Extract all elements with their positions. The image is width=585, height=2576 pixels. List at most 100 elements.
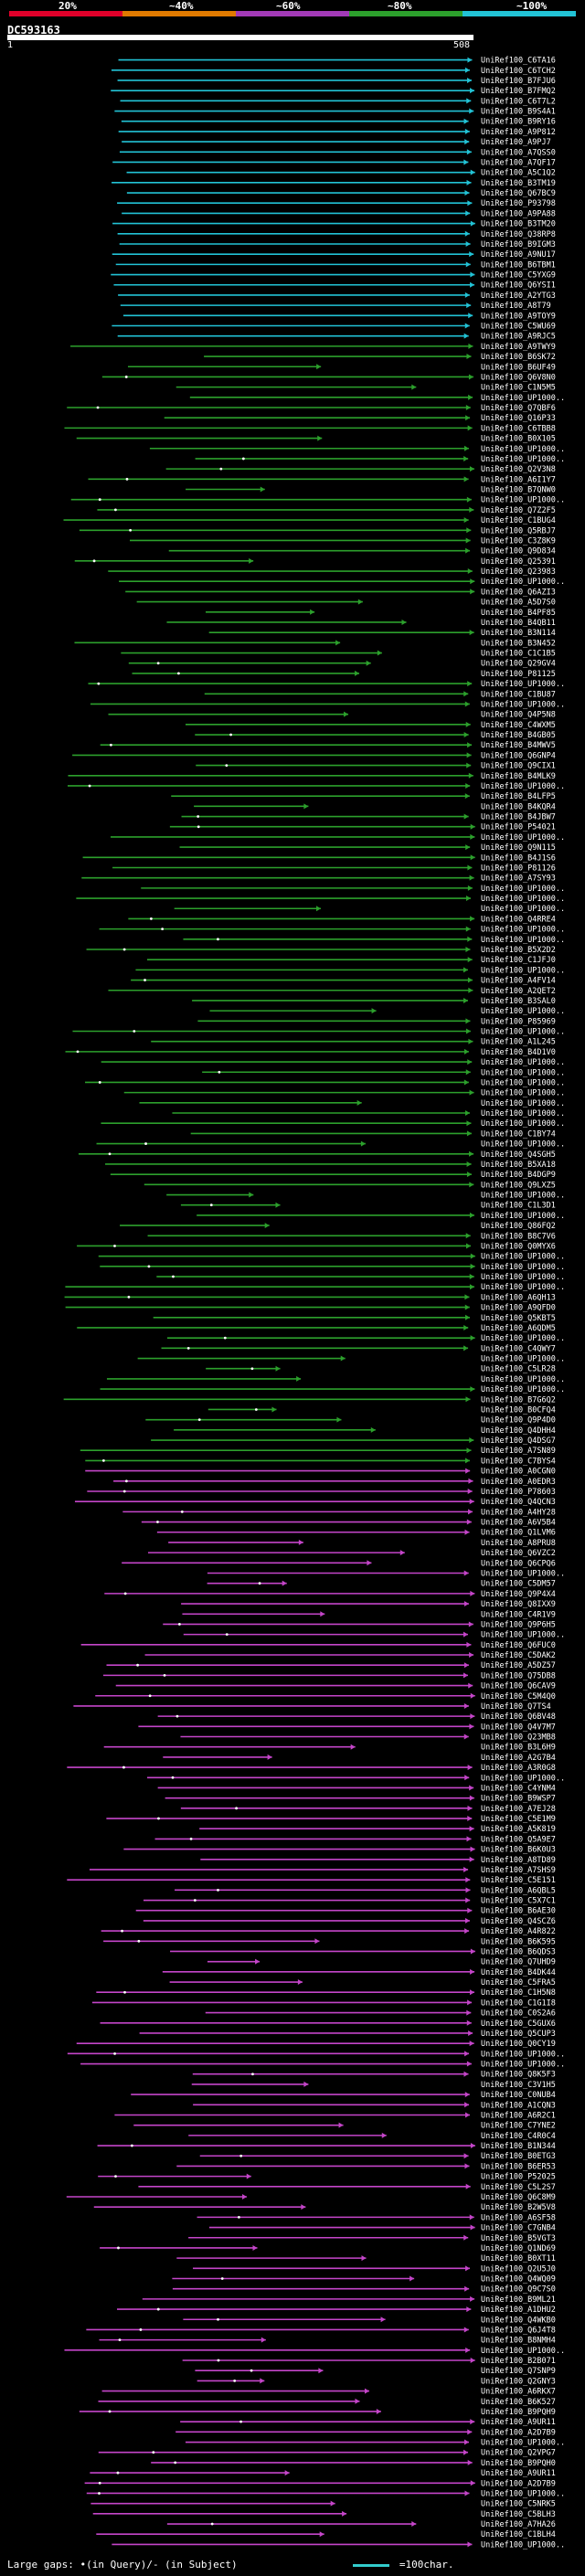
hit-label[interactable]: UniRef100_A6V5B4	[481, 1519, 556, 1528]
hit-label[interactable]: UniRef100_Q67BC9	[481, 189, 556, 198]
hit-label[interactable]: UniRef100_A9QFD0	[481, 1304, 556, 1313]
hit-label[interactable]: UniRef100_C3V1H5	[481, 2081, 556, 2090]
hit-label[interactable]: UniRef100_A5K819	[481, 1825, 556, 1834]
hit-label[interactable]: UniRef100_UP1000..	[481, 1192, 565, 1201]
hit-label[interactable]: UniRef100_A7QF17	[481, 158, 556, 167]
hit-label[interactable]: UniRef100_B4MWV5	[481, 741, 556, 750]
hit-label[interactable]: UniRef100_C4WXM5	[481, 721, 556, 730]
hit-label[interactable]: UniRef100_B4JBW7	[481, 813, 556, 822]
hit-label[interactable]: UniRef100_UP1000..	[481, 1263, 565, 1272]
hit-label[interactable]: UniRef100_C1BU87	[481, 690, 556, 699]
hit-label[interactable]: UniRef100_Q4RRE4	[481, 915, 556, 924]
hit-label[interactable]: UniRef100_C1N5M5	[481, 384, 556, 393]
hit-label[interactable]: UniRef100_A9RJC5	[481, 333, 556, 342]
hit-label[interactable]: UniRef100_UP1000..	[481, 926, 565, 935]
hit-label[interactable]: UniRef100_UP1000..	[481, 1334, 565, 1343]
hit-label[interactable]: UniRef100_UP1000..	[481, 1119, 565, 1129]
hit-label[interactable]: UniRef100_Q9P6H5	[481, 1620, 556, 1629]
hit-label[interactable]: UniRef100_A9PA88	[481, 209, 556, 218]
hit-label[interactable]: UniRef100_UP1000..	[481, 1774, 565, 1783]
hit-label[interactable]: UniRef100_A7QSS0	[481, 148, 556, 157]
hit-label[interactable]: UniRef100_A8TD89	[481, 1856, 556, 1865]
hit-label[interactable]: UniRef100_UP1000..	[481, 2540, 565, 2549]
hit-label[interactable]: UniRef100_A9UR11	[481, 2469, 556, 2478]
hit-label[interactable]: UniRef100_Q0CY19	[481, 2040, 556, 2049]
hit-label[interactable]: UniRef100_Q23MB8	[481, 1733, 556, 1743]
hit-label[interactable]: UniRef100_A2D7B9	[481, 2479, 556, 2488]
hit-label[interactable]: UniRef100_Q6VZC2	[481, 1549, 556, 1558]
hit-label[interactable]: UniRef100_C1BLH4	[481, 2530, 556, 2539]
hit-label[interactable]: UniRef100_A5C1Q2	[481, 169, 556, 178]
hit-label[interactable]: UniRef100_B7QNW0	[481, 486, 556, 495]
hit-label[interactable]: UniRef100_B9ML21	[481, 2295, 556, 2305]
hit-label[interactable]: UniRef100_Q6YSI1	[481, 281, 556, 291]
hit-label[interactable]: UniRef100_A7HA26	[481, 2520, 556, 2529]
hit-label[interactable]: UniRef100_A9UR11	[481, 2418, 556, 2427]
hit-label[interactable]: UniRef100_Q6J4T8	[481, 2326, 556, 2335]
hit-label[interactable]: UniRef100_C5E151	[481, 1876, 556, 1885]
hit-label[interactable]: UniRef100_C6TA16	[481, 57, 556, 66]
hit-label[interactable]: UniRef100_C1L3D1	[481, 1202, 556, 1211]
hit-label[interactable]: UniRef100_Q4V7M7	[481, 1723, 556, 1732]
hit-label[interactable]: UniRef100_C5GUX6	[481, 2019, 556, 2029]
hit-label[interactable]: UniRef100_B4LFP5	[481, 792, 556, 801]
hit-label[interactable]: UniRef100_Q16P33	[481, 414, 556, 423]
hit-label[interactable]: UniRef100_Q5KBT5	[481, 1314, 556, 1323]
hit-label[interactable]: UniRef100_B4KQR4	[481, 802, 556, 811]
hit-label[interactable]: UniRef100_A7SY93	[481, 875, 556, 884]
hit-label[interactable]: UniRef100_P52025	[481, 2173, 556, 2182]
hit-label[interactable]: UniRef100_UP1000..	[481, 680, 565, 689]
hit-label[interactable]: UniRef100_P85969	[481, 1017, 556, 1026]
hit-label[interactable]: UniRef100_Q29GV4	[481, 660, 556, 669]
hit-label[interactable]: UniRef100_UP1000..	[481, 1631, 565, 1640]
hit-label[interactable]: UniRef100_C5DAK2	[481, 1651, 556, 1660]
hit-label[interactable]: UniRef100_UP1000..	[481, 936, 565, 945]
hit-label[interactable]: UniRef100_C1C1B5	[481, 650, 556, 659]
hit-label[interactable]: UniRef100_Q7TS4	[481, 1702, 551, 1712]
hit-label[interactable]: UniRef100_B9WSP7	[481, 1795, 556, 1804]
hit-label[interactable]: UniRef100_UP1000..	[481, 1078, 565, 1087]
hit-label[interactable]: UniRef100_UP1000..	[481, 895, 565, 904]
hit-label[interactable]: UniRef100_P93798	[481, 199, 556, 208]
hit-label[interactable]: UniRef100_Q5CUP3	[481, 2030, 556, 2039]
hit-label[interactable]: UniRef100_A0EDR3	[481, 1478, 556, 1487]
hit-label[interactable]: UniRef100_Q2VPG7	[481, 2449, 556, 2458]
hit-label[interactable]: UniRef100_C5L2S7	[481, 2183, 556, 2192]
hit-label[interactable]: UniRef100_B9RY16	[481, 118, 556, 127]
hit-label[interactable]: UniRef100_P78603	[481, 1488, 556, 1497]
hit-label[interactable]: UniRef100_C5E1M9	[481, 1815, 556, 1824]
hit-label[interactable]: UniRef100_C5WU69	[481, 322, 556, 331]
hit-label[interactable]: UniRef100_Q9C7S0	[481, 2285, 556, 2295]
hit-label[interactable]: UniRef100_UP1000..	[481, 1058, 565, 1067]
hit-label[interactable]: UniRef100_C1BY74	[481, 1129, 556, 1139]
hit-label[interactable]: UniRef100_B3N452	[481, 639, 556, 648]
hit-label[interactable]: UniRef100_B7FJU6	[481, 77, 556, 86]
hit-label[interactable]: UniRef100_C0NUB4	[481, 2091, 556, 2100]
hit-label[interactable]: UniRef100_UP1000..	[481, 1089, 565, 1098]
hit-label[interactable]: UniRef100_C5DM57	[481, 1580, 556, 1589]
hit-label[interactable]: UniRef100_Q6FUC0	[481, 1641, 556, 1650]
hit-label[interactable]: UniRef100_A5D7S0	[481, 599, 556, 608]
hit-label[interactable]: UniRef100_C5YXG9	[481, 271, 556, 281]
hit-label[interactable]: UniRef100_C4QWY7	[481, 1344, 556, 1353]
hit-label[interactable]: UniRef100_Q6BV48	[481, 1712, 556, 1722]
hit-label[interactable]: UniRef100_UP1000..	[481, 394, 565, 403]
hit-label[interactable]: UniRef100_C5FRA5	[481, 1978, 556, 1988]
hit-label[interactable]: UniRef100_A6R2C1	[481, 2111, 556, 2120]
hit-label[interactable]: UniRef100_Q9LXZ5	[481, 1181, 556, 1190]
hit-label[interactable]: UniRef100_C6TBB8	[481, 424, 556, 433]
hit-label[interactable]: UniRef100_C4R0C4	[481, 2132, 556, 2141]
hit-label[interactable]: UniRef100_A6QDM5	[481, 1324, 556, 1333]
hit-label[interactable]: UniRef100_UP1000..	[481, 1375, 565, 1384]
hit-label[interactable]: UniRef100_B3N114	[481, 629, 556, 638]
hit-label[interactable]: UniRef100_B6K527	[481, 2398, 556, 2407]
hit-label[interactable]: UniRef100_C7GNB4	[481, 2224, 556, 2233]
hit-label[interactable]: UniRef100_B4DGP9	[481, 1171, 556, 1180]
hit-label[interactable]: UniRef100_A7SHS9	[481, 1866, 556, 1875]
hit-label[interactable]: UniRef100_A3R0G8	[481, 1764, 556, 1773]
hit-label[interactable]: UniRef100_UP1000..	[481, 905, 565, 914]
hit-label[interactable]: UniRef100_B8C7V6	[481, 1232, 556, 1241]
hit-label[interactable]: UniRef100_Q2GNY3	[481, 2377, 556, 2386]
hit-label[interactable]: UniRef100_A9P812	[481, 128, 556, 137]
hit-label[interactable]: UniRef100_A1CQN3	[481, 2101, 556, 2110]
